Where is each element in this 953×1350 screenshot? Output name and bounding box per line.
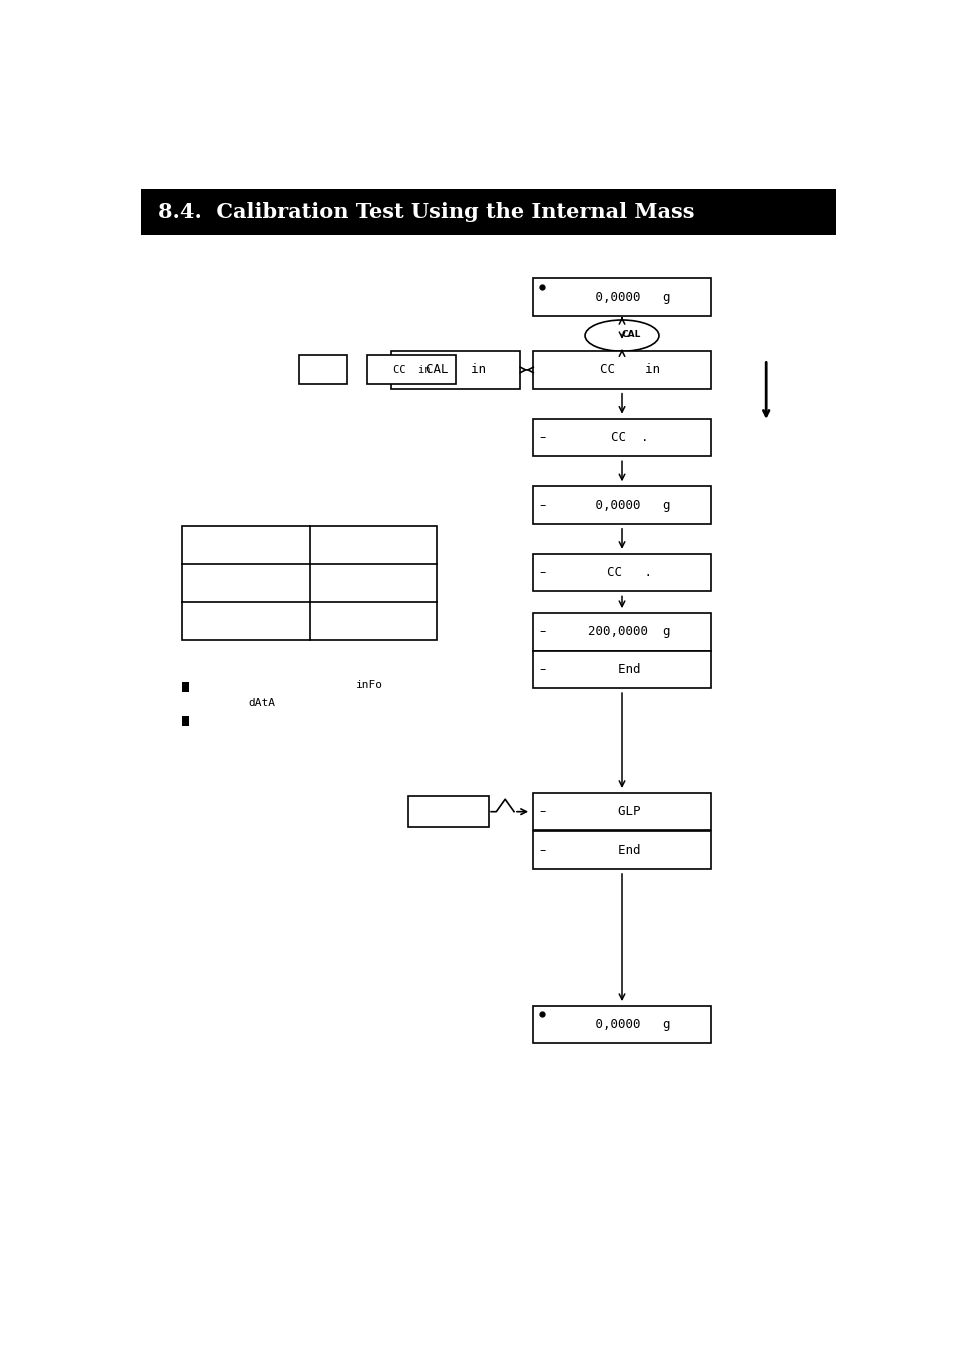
Text: 0,0000   g: 0,0000 g [573, 290, 670, 304]
Text: End: End [602, 663, 640, 676]
Text: CAL   in: CAL in [425, 363, 485, 377]
Text: 8.4.  Calibration Test Using the Internal Mass: 8.4. Calibration Test Using the Internal… [157, 202, 694, 221]
Text: GLP: GLP [602, 805, 640, 818]
Bar [533, 554, 710, 591]
Text: 0,0000   g: 0,0000 g [573, 1018, 670, 1031]
Text: End: End [602, 844, 640, 857]
Bar [407, 796, 488, 828]
Bar [533, 1006, 710, 1044]
Bar [298, 355, 346, 385]
Text: 200,0000  g: 200,0000 g [573, 625, 670, 639]
Text: –: – [538, 625, 545, 639]
Text: 0,0000   g: 0,0000 g [573, 498, 670, 512]
Text: –: – [538, 566, 545, 579]
Text: CC  .: CC . [595, 431, 648, 444]
Bar [533, 486, 710, 524]
Bar [367, 355, 456, 385]
Text: CC    in: CC in [584, 363, 659, 377]
Text: –: – [538, 663, 545, 676]
Bar [533, 832, 710, 869]
Text: inFo: inFo [355, 680, 382, 690]
Text: CC   .: CC . [592, 566, 651, 579]
Bar [182, 682, 190, 693]
Bar [533, 418, 710, 456]
Text: –: – [538, 431, 545, 444]
Text: CC  in: CC in [392, 364, 430, 375]
Bar [533, 613, 710, 651]
Bar [141, 189, 836, 235]
Bar [533, 792, 710, 830]
Text: –: – [538, 844, 545, 857]
Bar [391, 351, 519, 389]
Text: dAtA: dAtA [249, 698, 275, 707]
Text: CAL: CAL [620, 329, 639, 339]
Bar [533, 651, 710, 688]
Ellipse shape [584, 320, 659, 351]
Bar [182, 525, 436, 640]
Text: –: – [538, 498, 545, 512]
Bar [533, 351, 710, 389]
Text: –: – [538, 805, 545, 818]
Bar [182, 716, 190, 726]
Bar [533, 278, 710, 316]
